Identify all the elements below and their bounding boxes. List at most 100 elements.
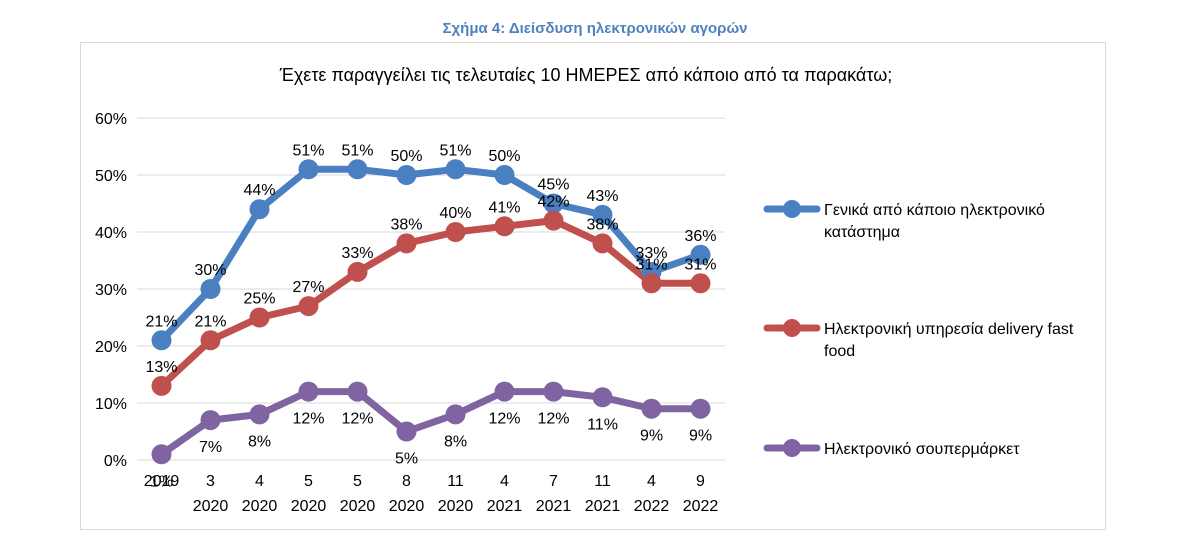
- data-point: [543, 210, 564, 231]
- legend-label-line: κατάστημα: [824, 224, 900, 241]
- data-label: 8%: [444, 433, 467, 450]
- x-tick-label: 2019: [144, 473, 180, 490]
- x-tick-label: 2020: [340, 498, 376, 515]
- x-tick-label: 4: [500, 473, 509, 490]
- data-label: 30%: [194, 262, 226, 279]
- data-point: [543, 193, 564, 214]
- data-point: [396, 421, 417, 442]
- data-label: 33%: [341, 245, 373, 262]
- data-label: 31%: [635, 256, 667, 273]
- x-tick-label: 11: [447, 473, 464, 490]
- data-label: 33%: [635, 245, 667, 262]
- data-label: 51%: [439, 142, 471, 159]
- data-point: [641, 273, 662, 294]
- data-label: 51%: [341, 142, 373, 159]
- data-point: [690, 273, 711, 294]
- legend-label-line: food: [824, 343, 855, 360]
- x-tick-label: 2022: [634, 498, 670, 515]
- legend-label: Ηλεκτρονικό σουπερμάρκετ: [824, 441, 1020, 458]
- data-point: [690, 244, 711, 265]
- y-tick-label: 60%: [95, 111, 127, 128]
- data-point: [396, 233, 417, 254]
- data-label: 40%: [439, 205, 471, 222]
- x-axis: 2019 3 2020 4 2020 5 2020 5 2020 8 2020 11 2020 4 2021…: [144, 473, 719, 515]
- legend-label-line: Ηλεκτρονικό σουπερμάρκετ: [824, 441, 1020, 458]
- data-label: 25%: [243, 291, 275, 308]
- y-tick-label: 10%: [95, 396, 127, 413]
- data-point: [396, 165, 417, 185]
- data-label: 13%: [145, 359, 177, 376]
- y-tick-label: 0%: [104, 453, 127, 470]
- x-tick-label: 9: [696, 473, 705, 490]
- x-tick-label: 2020: [389, 498, 425, 515]
- legend-marker: [783, 319, 801, 337]
- data-point: [690, 398, 711, 419]
- x-tick-label: 2021: [585, 498, 621, 515]
- y-tick-label: 50%: [95, 168, 127, 185]
- x-tick-label: 4: [255, 473, 264, 490]
- x-tick-label: 2022: [683, 498, 719, 515]
- legend: Γενικά από κάποιο ηλεκτρονικό κατάστημα Ηλ…: [763, 200, 1074, 458]
- x-tick-label: 2020: [242, 498, 278, 515]
- data-point: [200, 279, 221, 299]
- data-point: [445, 404, 466, 425]
- data-label: 11%: [587, 416, 618, 433]
- y-tick-label: 20%: [95, 339, 127, 356]
- data-label: 9%: [640, 428, 663, 445]
- x-tick-label: 5: [353, 473, 362, 490]
- data-point: [494, 381, 515, 402]
- series-line: [158, 388, 704, 458]
- data-point: [347, 261, 368, 282]
- y-axis: 0% 10% 20% 30% 40% 50% 60%: [95, 111, 127, 470]
- x-tick-label: 2020: [291, 498, 327, 515]
- data-label: 5%: [395, 451, 418, 468]
- series-line: [158, 165, 704, 344]
- x-tick-label: 3: [206, 473, 215, 490]
- x-tick-label: 7: [549, 473, 558, 490]
- data-label: 36%: [684, 228, 716, 245]
- x-tick-label: 4: [647, 473, 656, 490]
- data-point: [298, 296, 319, 317]
- data-point: [592, 387, 613, 408]
- data-label: 44%: [243, 182, 275, 199]
- x-tick-label: 2021: [487, 498, 523, 515]
- chart-title: Έχετε παραγγείλει τις τελευταίες 10 ΗΜΕΡ…: [279, 65, 893, 85]
- data-label: 1%: [150, 473, 173, 490]
- legend-label: Ηλεκτρονική υπηρεσία delivery fast food: [824, 321, 1074, 360]
- data-point: [298, 381, 319, 402]
- data-label: 27%: [292, 279, 324, 296]
- data-point: [347, 381, 368, 402]
- data-point: [445, 222, 466, 242]
- data-point: [494, 165, 515, 185]
- data-label: 42%: [537, 194, 569, 211]
- data-point: [151, 330, 172, 351]
- data-label: 50%: [390, 148, 422, 165]
- data-point: [151, 375, 172, 396]
- data-point: [200, 330, 221, 351]
- data-label: 9%: [689, 428, 712, 445]
- data-point: [151, 444, 172, 465]
- x-tick-label: 8: [402, 473, 411, 490]
- data-point: [592, 204, 613, 225]
- data-point: [200, 410, 221, 431]
- data-label: 12%: [341, 411, 373, 428]
- data-label: 12%: [292, 411, 324, 428]
- data-label: 12%: [488, 411, 520, 428]
- x-tick-label: 2020: [193, 498, 229, 515]
- data-label: 21%: [145, 313, 177, 330]
- data-label: 51%: [292, 142, 324, 159]
- data-labels: 21%30%44%51% 51% 50% 51% 50%45%43%33%36%13%2…: [145, 142, 716, 490]
- x-tick-label: 2020: [438, 498, 474, 515]
- series-lines: [158, 165, 704, 458]
- x-tick-label: 5: [304, 473, 313, 490]
- data-label: 31%: [684, 256, 716, 273]
- figure-caption: Σχήμα 4: Διείσδυση ηλεκτρονικών αγορών: [442, 20, 748, 37]
- data-label: 38%: [586, 216, 618, 233]
- data-point: [543, 381, 564, 402]
- data-label: 7%: [199, 439, 222, 456]
- legend-label-line: Γενικά από κάποιο ηλεκτρονικό: [824, 202, 1045, 219]
- y-tick-label: 30%: [95, 282, 127, 299]
- data-label: 41%: [488, 199, 520, 216]
- y-tick-label: 40%: [95, 225, 127, 242]
- data-point: [494, 216, 515, 237]
